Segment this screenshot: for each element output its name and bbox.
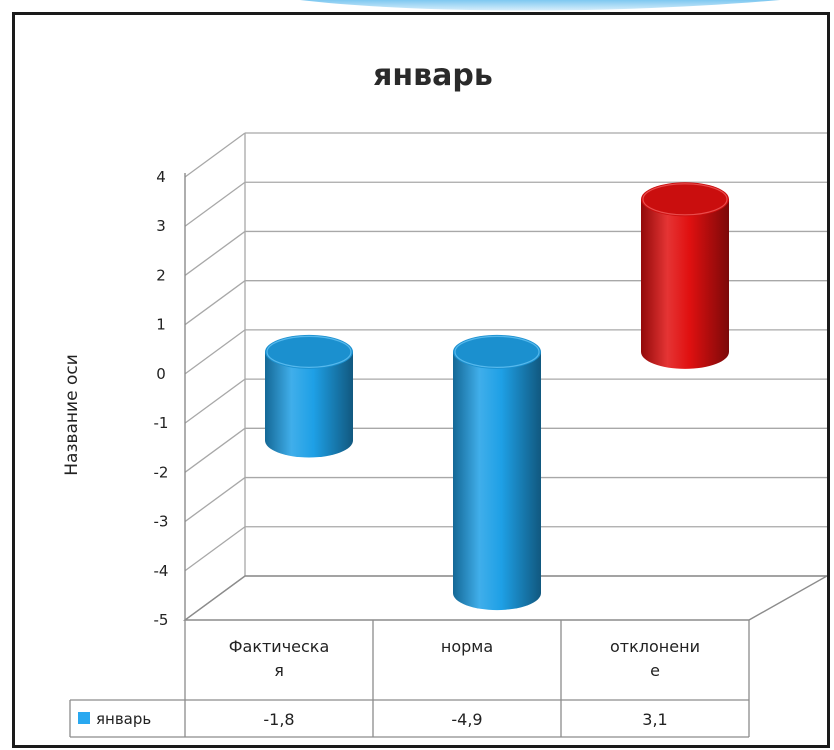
category-label: норма [441, 637, 493, 656]
bar-3 [641, 182, 729, 369]
legend-swatch [78, 712, 90, 724]
bar-top-cap [453, 334, 541, 369]
bar-body [641, 199, 729, 369]
y-tick-label: -2 [154, 463, 169, 481]
gridline-side [184, 477, 246, 523]
gridline-side [184, 181, 246, 227]
bar-top-cap [641, 182, 729, 217]
chart-frame: январь 4 3 2 1 0 -1 -2 -3 -4 -5 Название оси Фактиче… [12, 12, 830, 748]
data-table [69, 620, 750, 738]
y-tick-label: 2 [156, 266, 166, 284]
bar-1 [265, 334, 353, 458]
bar-cap-rim [266, 335, 352, 368]
bar-cap-rim [642, 183, 728, 216]
data-label: 3,1 [642, 710, 667, 729]
data-label: -4,9 [451, 710, 482, 729]
y-axis-title: Название оси [62, 354, 82, 476]
chart-svg: январь 4 3 2 1 0 -1 -2 -3 -4 -5 Название оси Фактиче… [62, 58, 827, 738]
y-tick-label: -4 [154, 562, 169, 580]
category-label: отклонени е [610, 637, 700, 680]
gridline-side [184, 427, 246, 473]
y-tick-label: 0 [156, 365, 166, 383]
gridline-side [184, 280, 246, 326]
chart-title: январь [373, 58, 493, 93]
y-tick-label: 3 [156, 217, 166, 235]
y-tick-label: -1 [154, 414, 169, 432]
y-tick-label: -3 [154, 513, 169, 531]
y-tick-label: 4 [156, 168, 166, 186]
decorative-swoosh [300, 0, 780, 11]
bar-2 [453, 334, 541, 611]
gridline-side [184, 230, 246, 276]
y-tick-label: -5 [154, 611, 169, 629]
gridline-side [184, 132, 246, 178]
bar-top-cap [265, 334, 353, 369]
gridline-side [184, 329, 246, 375]
category-label: Фактическа я [229, 637, 330, 680]
bar-cap-rim [454, 335, 540, 368]
gridline-side [184, 378, 246, 424]
legend-label: январь [96, 710, 151, 728]
data-label: -1,8 [263, 710, 294, 729]
bar-body [453, 351, 541, 611]
y-tick-label: 1 [156, 316, 166, 334]
bar-body [265, 351, 353, 458]
gridline-side [184, 526, 246, 572]
